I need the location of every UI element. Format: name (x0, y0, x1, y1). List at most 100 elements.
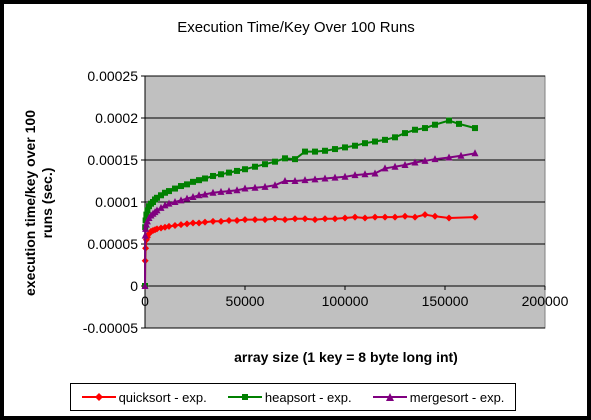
chart-title: Execution Time/Key Over 100 Runs (177, 19, 415, 36)
data-point (411, 213, 419, 221)
data-point (177, 196, 185, 204)
data-point (177, 221, 185, 229)
data-point (421, 156, 429, 164)
legend-label-heapsort: heapsort - exp. (264, 389, 352, 405)
data-point (372, 138, 378, 145)
data-point (196, 177, 202, 184)
data-point (341, 172, 349, 180)
data-point (332, 146, 338, 153)
data-point (352, 142, 358, 149)
data-point (391, 162, 399, 170)
data-point (157, 203, 165, 211)
data-point (281, 216, 289, 224)
legend-item-heapsort: heapsort - exp. (227, 389, 352, 405)
data-point (401, 161, 409, 169)
data-point (226, 169, 232, 176)
data-point (209, 188, 217, 196)
x-axis-tick-labels: 050000100000150000200000 (141, 293, 568, 309)
data-point (202, 175, 208, 182)
data-point (292, 156, 298, 163)
data-point (291, 177, 299, 184)
data-point (166, 188, 172, 195)
data-point (261, 216, 269, 224)
data-point (241, 216, 249, 224)
data-point (178, 183, 184, 190)
data-point (158, 192, 164, 199)
data-point (241, 184, 249, 192)
data-point (210, 172, 216, 179)
data-point (217, 217, 225, 225)
data-point (171, 198, 179, 205)
x-tick-label: 50000 (226, 293, 265, 309)
data-point (262, 161, 268, 168)
data-point (351, 171, 359, 179)
data-point (195, 191, 203, 199)
y-axis-label-line1: execution time/key over 100 (22, 110, 38, 296)
data-point (402, 130, 408, 137)
data-point (184, 181, 190, 188)
data-point (471, 213, 479, 221)
data-point (341, 214, 349, 222)
data-point (189, 192, 197, 200)
data-point (142, 217, 149, 224)
data-point (154, 194, 160, 201)
series-mergesort (141, 149, 479, 289)
data-point (457, 151, 465, 159)
data-point (201, 190, 209, 198)
y-axis-label-line2: runs (sec.) (39, 168, 55, 239)
legend-item-mergesort: mergesort - exp. (372, 390, 504, 405)
data-point (172, 185, 178, 192)
data-point (371, 213, 379, 221)
series-group (141, 117, 479, 290)
data-point (261, 182, 269, 190)
data-point (143, 211, 150, 218)
y-tick-label: 0.00025 (87, 68, 138, 84)
data-point (382, 136, 388, 143)
x-tick-label: 100000 (322, 293, 369, 309)
data-point (271, 181, 279, 189)
data-point (225, 187, 233, 195)
y-tick-label: 0.0001 (95, 194, 138, 210)
data-point (322, 147, 328, 154)
data-point (165, 199, 173, 207)
data-point (234, 167, 240, 174)
y-axis-tick-labels: 0.00025 0.0002 0.00015 0.0001 0.00005 0 -0.000… (83, 68, 138, 336)
legend: quicksort - exp. heapsort - exp. mergeso… (70, 383, 516, 411)
data-point (446, 117, 452, 124)
data-point (233, 186, 241, 194)
data-point (321, 215, 329, 223)
data-point (162, 189, 168, 196)
data-point (190, 178, 196, 185)
data-point (291, 215, 299, 223)
data-point (431, 212, 439, 220)
data-point (142, 224, 150, 232)
data-point (422, 125, 428, 132)
x-axis-label: array size (1 key = 8 byte long int) (234, 349, 458, 365)
series-heapsort (142, 117, 478, 289)
data-point (411, 158, 419, 166)
data-point (141, 231, 149, 239)
data-point (183, 194, 191, 202)
legend-key-mergesort (372, 393, 407, 401)
data-point (271, 215, 279, 223)
data-point (456, 120, 462, 127)
legend-key-heapsort (227, 394, 262, 400)
data-point (195, 219, 203, 227)
data-point (251, 216, 259, 224)
data-point (183, 220, 191, 228)
data-point (432, 121, 438, 128)
data-point (401, 212, 409, 220)
data-point (381, 213, 389, 221)
y-tick-label: -0.00005 (83, 320, 138, 336)
data-point (361, 170, 369, 178)
data-point (272, 158, 278, 165)
data-point (445, 153, 453, 161)
data-point (445, 214, 453, 222)
data-point (141, 282, 149, 289)
data-point (331, 215, 339, 223)
data-point (251, 183, 259, 191)
data-point (201, 218, 209, 226)
data-point (282, 155, 288, 162)
data-point (392, 134, 398, 141)
data-point (233, 216, 241, 224)
